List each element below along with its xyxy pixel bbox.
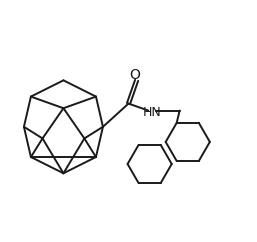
Text: HN: HN bbox=[142, 106, 161, 119]
Text: O: O bbox=[129, 68, 140, 82]
